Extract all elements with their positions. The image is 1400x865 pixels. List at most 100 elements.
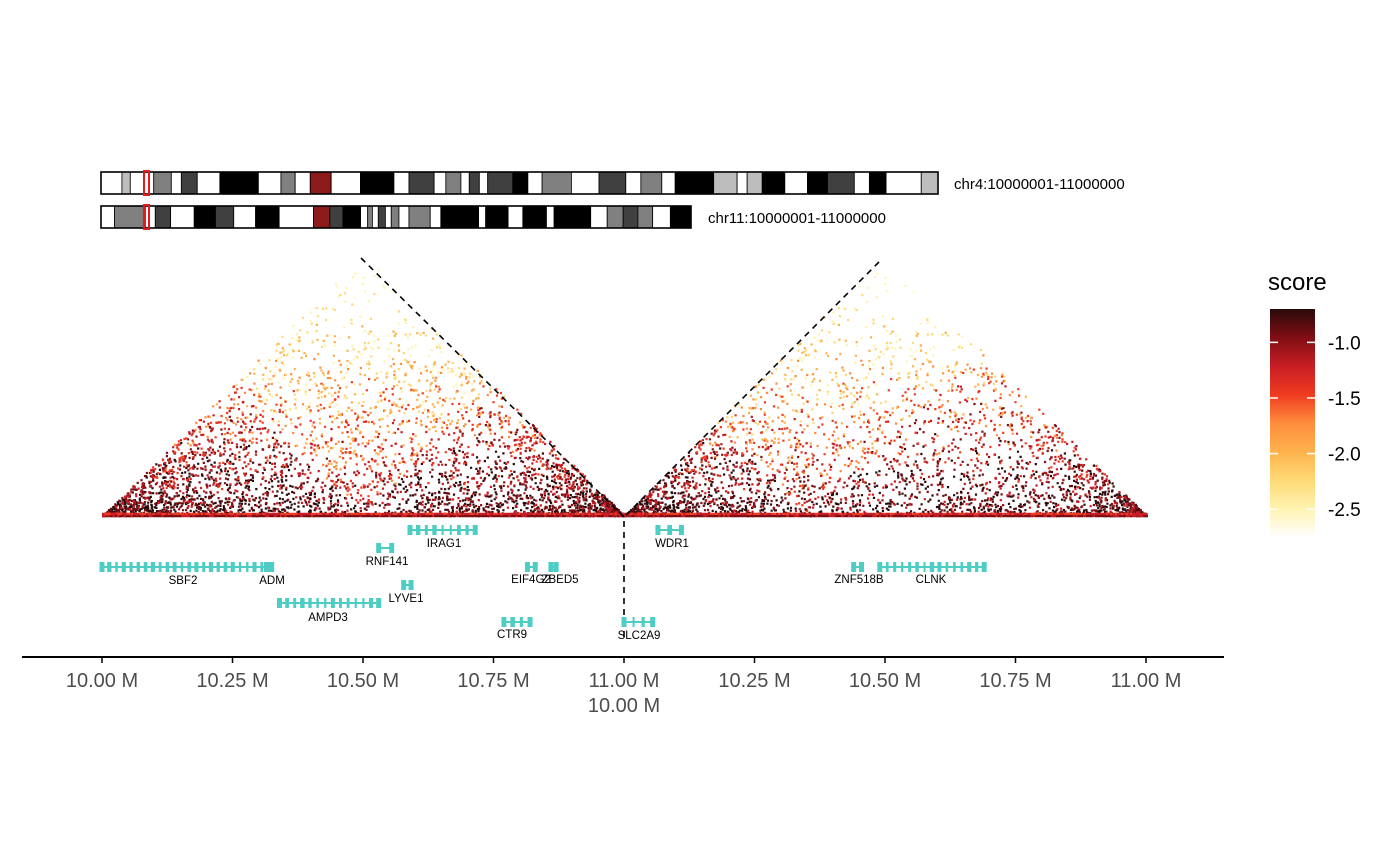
legend-tick-label: -1.0 bbox=[1328, 333, 1361, 354]
gene-label: SLC2A9 bbox=[618, 630, 661, 642]
gene-exon bbox=[339, 598, 342, 608]
gene-exon bbox=[953, 562, 956, 572]
gene-exon bbox=[369, 598, 374, 608]
x-axis: 10.00 M 10.25 M 10.50 M 10.75 M 11.00 M 10.25… bbox=[22, 656, 1224, 717]
cytoband bbox=[360, 205, 369, 229]
gene-exon bbox=[300, 598, 305, 608]
region-label: chr4:10000001-11000000 bbox=[954, 176, 1125, 193]
gene-exon bbox=[202, 562, 206, 572]
gene-exon bbox=[923, 562, 926, 572]
cytoband bbox=[153, 171, 172, 195]
cytoband bbox=[114, 205, 146, 229]
cytoband bbox=[512, 171, 529, 195]
gene-exon bbox=[877, 562, 883, 572]
gene-label: CTR9 bbox=[497, 629, 527, 641]
tick-label: 10.50 M bbox=[849, 670, 921, 692]
cytoband bbox=[827, 171, 855, 195]
cytoband bbox=[746, 171, 763, 195]
gene-exon bbox=[316, 598, 319, 608]
heatmap-cells bbox=[246, 259, 964, 408]
cytoband bbox=[440, 205, 479, 229]
cytoband bbox=[294, 171, 311, 195]
cytoband bbox=[920, 171, 939, 195]
gene-exon bbox=[354, 598, 357, 608]
gene-exon bbox=[465, 525, 469, 535]
gene-exon bbox=[859, 562, 865, 572]
gene-exon bbox=[893, 562, 897, 572]
cytoband bbox=[377, 205, 386, 229]
gene-exon bbox=[324, 598, 327, 608]
gene-rnf141: RNF141 bbox=[366, 543, 408, 568]
cytoband bbox=[433, 171, 447, 195]
gene-eif4g2: EIF4G2 bbox=[511, 562, 551, 586]
region-label: chr11:10000001-11000000 bbox=[708, 210, 886, 227]
cytoband bbox=[170, 205, 195, 229]
cytoband bbox=[360, 171, 395, 195]
colorbar bbox=[1270, 309, 1315, 537]
gene-exon bbox=[632, 617, 635, 627]
heatmap-cells bbox=[104, 367, 1133, 515]
cytoband bbox=[257, 171, 282, 195]
gene-exon bbox=[252, 562, 257, 572]
cytoband bbox=[280, 171, 296, 195]
gene-adm: ADM bbox=[259, 562, 285, 587]
gene-exon bbox=[165, 562, 170, 572]
gene-exon bbox=[937, 562, 942, 572]
gene-exon bbox=[960, 562, 964, 572]
cytoband bbox=[784, 171, 808, 195]
gene-exon bbox=[99, 562, 105, 572]
gene-exon bbox=[194, 562, 199, 572]
gene-exon bbox=[276, 598, 282, 608]
gene-exon bbox=[408, 580, 414, 590]
gene-label: LYVE1 bbox=[389, 593, 424, 605]
ideograms: chr4:10000001-11000000 chr11:10000001-110… bbox=[100, 170, 1125, 230]
cytoband bbox=[669, 205, 692, 229]
tick-label: 10.25 M bbox=[718, 670, 790, 692]
gene-exon bbox=[150, 562, 155, 572]
gene-ctr9: CTR9 bbox=[497, 617, 533, 641]
tick-label: 10.00 M bbox=[66, 670, 138, 692]
cytoband bbox=[398, 205, 410, 229]
tick-label: 10.75 M bbox=[979, 670, 1051, 692]
heatmap-cells bbox=[102, 431, 1148, 518]
cytoband bbox=[390, 205, 400, 229]
gene-exon bbox=[136, 562, 140, 572]
gene-exon bbox=[650, 617, 656, 627]
gene-label: ADM bbox=[259, 575, 285, 587]
cytoband bbox=[622, 205, 639, 229]
gene-exon bbox=[129, 562, 133, 572]
gene-exon bbox=[260, 562, 264, 572]
gene-label: IRAG1 bbox=[427, 538, 462, 550]
gene-label: SBF2 bbox=[169, 575, 198, 587]
gene-exon bbox=[655, 525, 661, 535]
cytoband bbox=[625, 171, 642, 195]
cytoband bbox=[868, 171, 887, 195]
cytoband bbox=[527, 171, 543, 195]
cytoband bbox=[736, 171, 748, 195]
gene-exon bbox=[981, 562, 987, 572]
cytoband bbox=[408, 205, 431, 229]
contact-heatmap bbox=[102, 258, 1148, 518]
gene-exon bbox=[376, 598, 382, 608]
gene-exon bbox=[915, 562, 919, 572]
gene-exon bbox=[432, 525, 437, 535]
gene-exon bbox=[216, 562, 220, 572]
gene-exon bbox=[238, 562, 242, 572]
region-highlight bbox=[143, 204, 150, 230]
legend-tick-label: -2.5 bbox=[1328, 500, 1361, 521]
cytoband bbox=[590, 205, 608, 229]
gene-exon bbox=[407, 525, 413, 535]
gene-exon bbox=[975, 562, 979, 572]
cytoband bbox=[853, 171, 870, 195]
cytoband bbox=[330, 171, 361, 195]
cytoband bbox=[329, 205, 344, 229]
cytoband bbox=[606, 205, 624, 229]
cytoband bbox=[640, 171, 663, 195]
cytoband bbox=[371, 205, 379, 229]
cytoband bbox=[100, 205, 115, 229]
gene-exon bbox=[678, 525, 684, 535]
gene-exon bbox=[415, 525, 421, 535]
cytoband bbox=[460, 171, 470, 195]
gene-exon bbox=[269, 562, 275, 572]
